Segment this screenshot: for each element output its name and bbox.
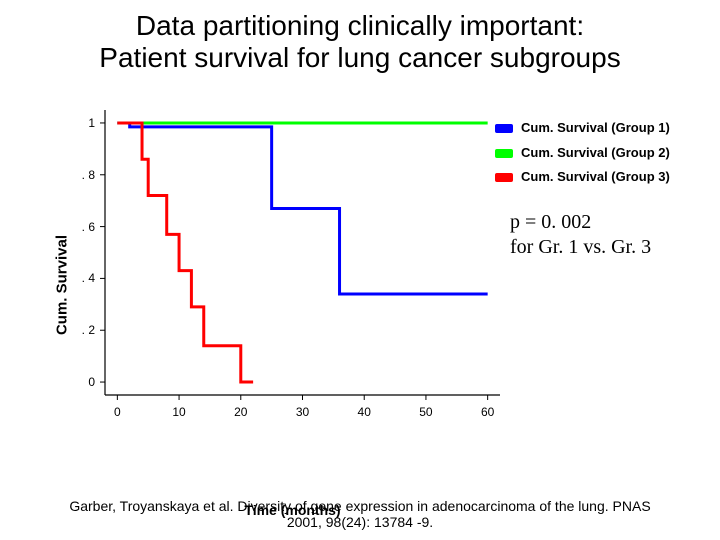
comparison-text: for Gr. 1 vs. Gr. 3 bbox=[510, 236, 651, 258]
x-tick-label: 10 bbox=[164, 405, 194, 419]
y-tick-label: . 2 bbox=[65, 323, 95, 337]
x-tick-label: 30 bbox=[288, 405, 318, 419]
legend-label-2: Cum. Survival (Group 2) bbox=[521, 141, 670, 166]
legend-item-3: Cum. Survival (Group 3) bbox=[495, 165, 670, 190]
survival-chart: Cum. Survival 0. 2. 4. 6. 81 01020304050… bbox=[50, 100, 675, 470]
legend-item-1: Cum. Survival (Group 1) bbox=[495, 116, 670, 141]
x-tick-label: 20 bbox=[226, 405, 256, 419]
slide: Data partitioning clinically important: … bbox=[0, 0, 720, 540]
legend-swatch-3 bbox=[495, 173, 513, 182]
title-line-1: Data partitioning clinically important: bbox=[136, 10, 584, 41]
citation: Garber, Troyanskaya et al. Diversity of … bbox=[0, 498, 720, 530]
legend-label-3: Cum. Survival (Group 3) bbox=[521, 165, 670, 190]
p-value-text: p = 0. 002 bbox=[510, 211, 591, 233]
x-tick-label: 50 bbox=[411, 405, 441, 419]
chart-svg bbox=[80, 100, 505, 420]
y-tick-label: . 4 bbox=[65, 271, 95, 285]
legend-swatch-2 bbox=[495, 149, 513, 158]
legend: Cum. Survival (Group 1) Cum. Survival (G… bbox=[495, 116, 670, 190]
legend-label-1: Cum. Survival (Group 1) bbox=[521, 116, 670, 141]
y-tick-label: 1 bbox=[65, 116, 95, 130]
y-tick-label: . 6 bbox=[65, 220, 95, 234]
x-tick-label: 60 bbox=[473, 405, 503, 419]
title-line-2: Patient survival for lung cancer subgrou… bbox=[99, 42, 620, 73]
page-title: Data partitioning clinically important: … bbox=[0, 10, 720, 74]
legend-item-2: Cum. Survival (Group 2) bbox=[495, 141, 670, 166]
p-value-annotation: p = 0. 002 for Gr. 1 vs. Gr. 3 bbox=[510, 210, 651, 260]
y-tick-label: . 8 bbox=[65, 168, 95, 182]
legend-swatch-1 bbox=[495, 124, 513, 133]
y-tick-label: 0 bbox=[65, 375, 95, 389]
x-tick-label: 0 bbox=[102, 405, 132, 419]
x-tick-label: 40 bbox=[349, 405, 379, 419]
